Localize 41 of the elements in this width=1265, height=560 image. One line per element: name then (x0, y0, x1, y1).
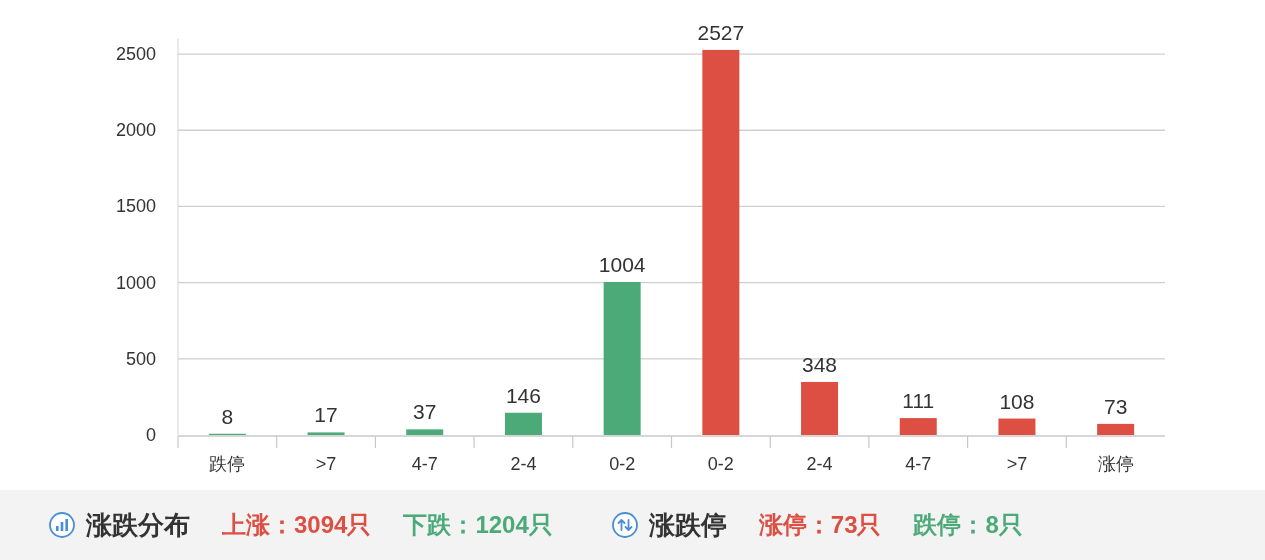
x-tick-label: >7 (1006, 454, 1028, 474)
data-label: 2527 (697, 20, 745, 44)
y-tick-label: 1000 (115, 272, 156, 293)
data-label: 37 (413, 400, 437, 424)
bar (899, 418, 937, 435)
bar (801, 381, 839, 435)
x-tick-label: 0-2 (707, 454, 734, 474)
bar (307, 432, 345, 435)
bar (603, 282, 641, 435)
data-label: 73 (1103, 394, 1128, 418)
text: 下跌：1204只 (403, 510, 553, 540)
x-tick-label: 涨停 (1097, 454, 1134, 474)
bar (406, 429, 444, 435)
data-label: 17 (314, 403, 338, 427)
x-tick-label: 0-2 (609, 454, 636, 474)
text: 涨跌分布 (86, 508, 190, 542)
y-tick-label: 0 (145, 425, 156, 445)
data-label: 146 (505, 383, 541, 407)
x-tick-label: 4-7 (411, 454, 438, 474)
x-tick-label: 跌停 (209, 454, 246, 474)
data-label: 348 (802, 352, 838, 376)
x-tick-label: 2-4 (510, 454, 537, 474)
data-label: 1004 (598, 253, 646, 277)
y-tick-label: 500 (125, 348, 156, 369)
bar (504, 412, 542, 435)
y-tick-label: 2500 (115, 44, 156, 65)
x-tick-label: >7 (315, 454, 337, 474)
text: 跌停：8只 (913, 510, 1023, 540)
bar (1097, 423, 1135, 435)
x-tick-label: 4-7 (905, 454, 932, 474)
data-label: 111 (902, 389, 935, 413)
text: 涨跌停 (648, 508, 727, 542)
y-tick-label: 1500 (115, 196, 156, 217)
data-label: 8 (221, 404, 234, 428)
text: 涨停：73只 (758, 510, 882, 540)
bar (998, 418, 1036, 435)
bar (702, 49, 740, 435)
y-tick-label: 2000 (115, 120, 156, 141)
text: 上涨：3094只 (222, 510, 372, 540)
data-label: 108 (999, 389, 1035, 413)
x-tick-label: 2-4 (806, 454, 833, 474)
